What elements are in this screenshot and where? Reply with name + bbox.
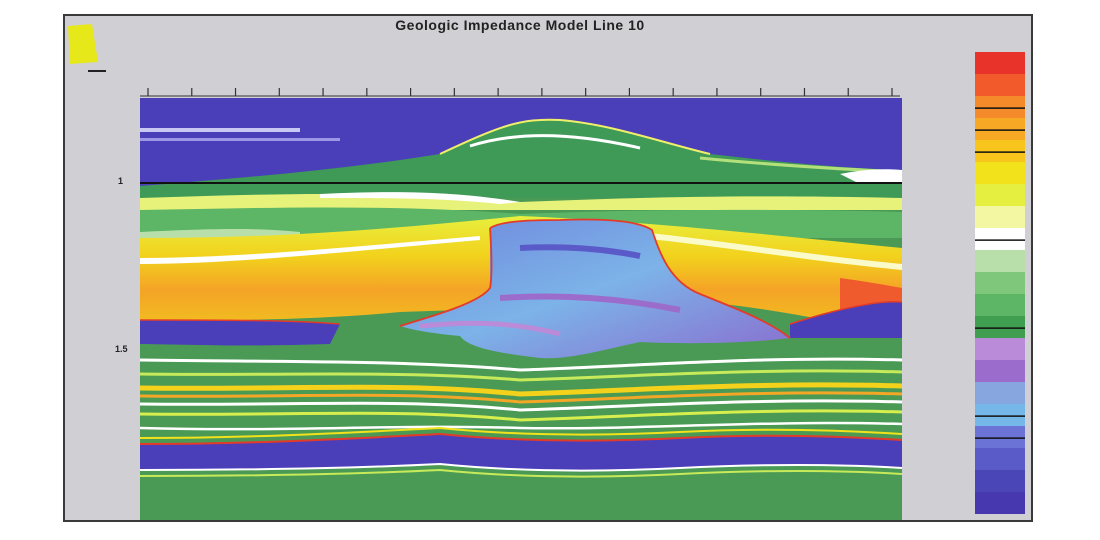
colorbar-labels — [928, 52, 978, 514]
colorbar-swatch — [975, 492, 1025, 514]
colorbar-swatch — [975, 140, 1025, 163]
figure-title: Geologic Impedance Model Line 10 — [395, 17, 645, 33]
colorbar-swatch — [975, 250, 1025, 273]
colorbar-swatch — [975, 74, 1025, 97]
colorbar-swatch — [975, 206, 1025, 229]
colorbar-swatch — [975, 316, 1025, 339]
colorbar-swatch — [975, 426, 1025, 449]
tick-marker — [88, 70, 106, 72]
colorbar-swatches — [975, 52, 1025, 514]
colorbar-swatch — [975, 404, 1025, 427]
colorbar-swatch — [975, 360, 1025, 383]
tick-marks — [147, 88, 893, 96]
colorbar-swatch — [975, 294, 1025, 317]
colorbar-swatch — [975, 52, 1025, 75]
y-tick-1-5: 1.5 — [115, 344, 128, 354]
colorbar-swatch — [975, 272, 1025, 295]
colorbar-swatch — [975, 118, 1025, 141]
colorbar-swatch — [975, 184, 1025, 207]
colorbar — [975, 52, 1025, 514]
colorbar-lines — [975, 107, 1025, 439]
colorbar-swatch — [975, 96, 1025, 119]
colorbar-swatch — [975, 382, 1025, 405]
impedance-section — [140, 98, 902, 520]
colorbar-swatch — [975, 162, 1025, 185]
colorbar-swatch — [975, 448, 1025, 471]
colorbar-swatch — [975, 228, 1025, 251]
colorbar-swatch — [975, 470, 1025, 493]
y-tick-1: 1 — [118, 176, 124, 186]
logo-icon — [68, 24, 98, 64]
trace-tick-axis — [140, 88, 900, 97]
colorbar-swatch — [975, 338, 1025, 361]
